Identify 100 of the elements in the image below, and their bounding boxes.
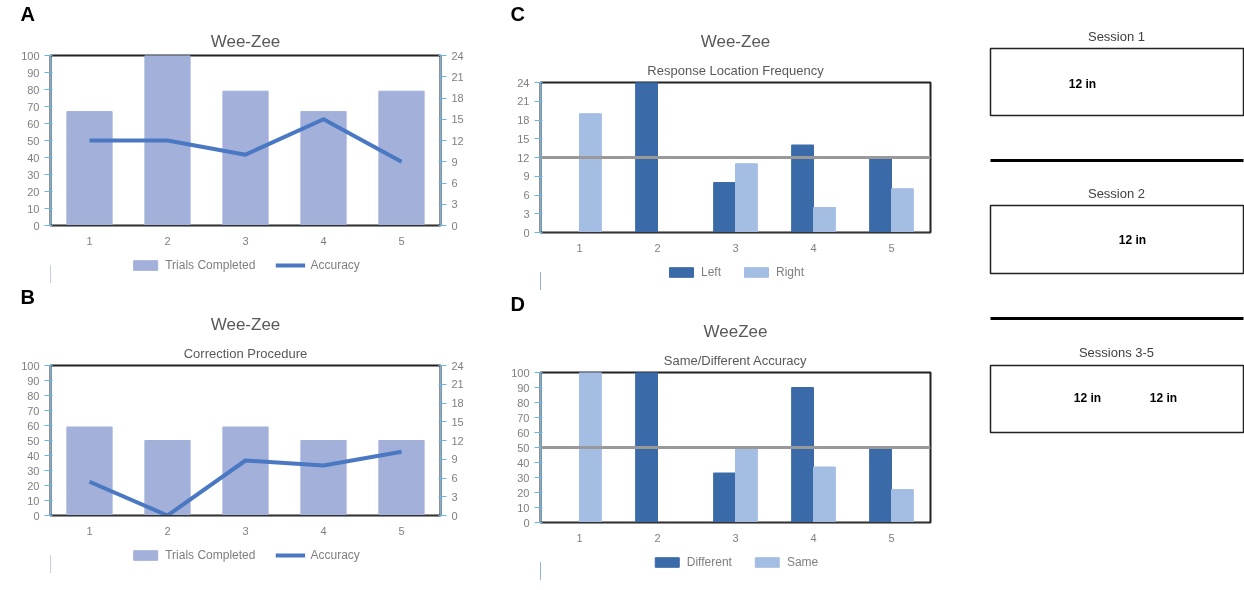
text: Session 1 xyxy=(1087,29,1146,44)
x-tick-label: 1 xyxy=(576,241,583,254)
y-tick-label: 10 xyxy=(27,202,40,215)
y-tick-label: 10 xyxy=(517,501,530,514)
y-tick-label: 60 xyxy=(517,426,530,439)
y2-tick-label: 18 xyxy=(451,397,464,409)
text: D xyxy=(510,292,525,315)
y-tick-label: 70 xyxy=(27,100,40,113)
y2-tick-label: 6 xyxy=(451,472,458,484)
bar xyxy=(635,82,658,233)
bar xyxy=(635,372,658,523)
y2-tick-label: 6 xyxy=(451,177,458,189)
bar xyxy=(66,111,113,226)
chart-title: Wee-Zee xyxy=(700,31,771,51)
legend-label: Accuracy xyxy=(310,548,360,562)
y-tick-label: 50 xyxy=(27,134,40,147)
y-tick-label: 70 xyxy=(27,404,40,417)
y2-tick-label: 21 xyxy=(451,70,464,83)
bar xyxy=(891,489,914,523)
x-tick-label: 5 xyxy=(888,531,895,544)
text: 12 in xyxy=(1073,390,1102,405)
chart-subtitle: Same/Different Accuracy xyxy=(663,352,808,368)
y-tick-label: 10 xyxy=(27,494,40,507)
line-series xyxy=(87,117,404,164)
bar xyxy=(791,144,814,233)
y-tick-label: 90 xyxy=(27,374,40,387)
bar xyxy=(579,113,602,233)
y2-tick-label: 18 xyxy=(451,92,464,104)
y-tick-label: 0 xyxy=(523,226,530,239)
legend-label: Accuracy xyxy=(310,258,360,272)
x-tick-label: 2 xyxy=(654,241,661,254)
bar xyxy=(378,90,425,226)
legend-label: Left xyxy=(700,265,721,279)
legend-label: Right xyxy=(776,265,805,279)
x-tick-label: 3 xyxy=(732,531,739,544)
line-series xyxy=(87,449,404,516)
x-tick-label: 5 xyxy=(888,241,895,254)
y-tick-label: 20 xyxy=(27,185,40,198)
x-tick-label: 2 xyxy=(164,524,171,537)
y-tick-label: 6 xyxy=(523,189,530,201)
bar xyxy=(713,472,736,523)
y2-tick-label: 3 xyxy=(451,490,458,503)
bar xyxy=(579,372,602,523)
x-tick-label: 4 xyxy=(320,524,327,537)
text: B xyxy=(20,285,35,308)
chart-subtitle: Correction Procedure xyxy=(183,345,308,361)
y-tick-label: 100 xyxy=(511,366,530,379)
y-tick-label: 30 xyxy=(27,168,40,181)
y2-tick-label: 21 xyxy=(451,378,464,391)
bar xyxy=(869,447,892,523)
y2-tick-label: 24 xyxy=(451,359,464,372)
bar xyxy=(222,90,269,226)
y-tick-label: 60 xyxy=(27,117,40,130)
y-tick-label: 60 xyxy=(27,419,40,432)
y-tick-label: 12 xyxy=(517,151,530,164)
x-tick-label: 4 xyxy=(810,531,817,544)
y-tick-label: 80 xyxy=(27,83,40,96)
y-tick-label: 18 xyxy=(517,114,530,126)
x-tick-label: 4 xyxy=(320,234,327,247)
y-tick-label: 40 xyxy=(517,456,530,469)
bar xyxy=(735,447,758,523)
y2-tick-label: 9 xyxy=(451,453,458,466)
y-tick-label: 70 xyxy=(517,411,530,424)
x-tick-label: 2 xyxy=(654,531,661,544)
text: C xyxy=(510,2,525,25)
x-tick-label: 3 xyxy=(242,524,249,537)
y-tick-label: 20 xyxy=(27,479,40,492)
bar xyxy=(869,157,892,233)
bar xyxy=(891,188,914,233)
y-tick-label: 80 xyxy=(27,389,40,402)
x-tick-label: 4 xyxy=(810,241,817,254)
x-tick-label: 1 xyxy=(576,531,583,544)
y2-tick-label: 24 xyxy=(451,49,464,62)
chart-subtitle: Response Location Frequency xyxy=(647,62,825,78)
y2-tick-label: 0 xyxy=(451,509,458,522)
y-tick-label: 21 xyxy=(517,95,530,108)
legend-label: Different xyxy=(686,555,732,569)
y2-tick-label: 3 xyxy=(451,198,458,211)
legend-label: Same xyxy=(786,555,819,569)
x-tick-label: 5 xyxy=(398,524,405,537)
y2-tick-label: 0 xyxy=(451,219,458,232)
text: Session 2 xyxy=(1087,186,1146,201)
y2-tick-label: 15 xyxy=(451,415,464,428)
y-tick-label: 50 xyxy=(517,441,530,454)
x-tick-label: 2 xyxy=(164,234,171,247)
text: Sessions 3-5 xyxy=(1078,345,1155,360)
y2-tick-label: 15 xyxy=(451,113,464,126)
y-tick-label: 30 xyxy=(27,464,40,477)
y-tick-label: 90 xyxy=(517,381,530,394)
bar xyxy=(144,55,191,226)
y-tick-label: 100 xyxy=(21,49,40,62)
text: 12 in xyxy=(1068,76,1097,91)
x-tick-label: 3 xyxy=(242,234,249,247)
y-tick-label: 30 xyxy=(517,471,530,484)
text: 12 in xyxy=(1149,390,1178,405)
text: A xyxy=(20,2,35,25)
y-tick-label: 20 xyxy=(517,486,530,499)
y-tick-label: 0 xyxy=(523,516,530,529)
bar xyxy=(813,466,836,523)
y-tick-label: 50 xyxy=(27,434,40,447)
